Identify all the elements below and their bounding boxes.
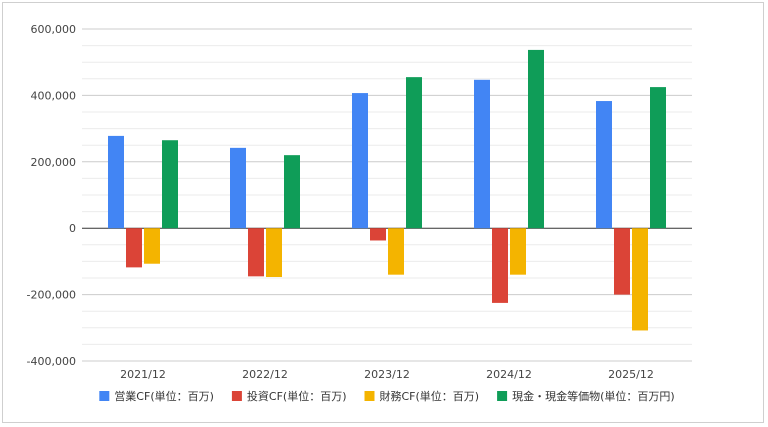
y-tick-label: -400,000 bbox=[27, 355, 76, 368]
bar-3-2024-12 bbox=[510, 228, 526, 275]
bar-2-2025-12 bbox=[614, 228, 630, 295]
x-tick-label: 2022/12 bbox=[242, 368, 288, 381]
x-tick-label: 2021/12 bbox=[120, 368, 166, 381]
bar-4-2024-12 bbox=[528, 49, 544, 229]
grid-lines bbox=[82, 28, 692, 362]
bar-4-2021-12 bbox=[162, 140, 178, 229]
bar-1-2024-12 bbox=[474, 79, 490, 229]
legend-label: 投資CF(単位：百万) bbox=[247, 389, 347, 403]
legend-item-3: 財務CF(単位：百万) bbox=[364, 389, 480, 403]
legend-label: 営業CF(単位：百万) bbox=[114, 389, 214, 403]
x-tick-label: 2024/12 bbox=[486, 368, 532, 381]
legend: 営業CF(単位：百万) 投資CF(単位：百万) 財務CF(単位：百万) 現金・現金等価… bbox=[99, 389, 675, 403]
legend-swatch bbox=[364, 391, 375, 401]
bar-3-2021-12 bbox=[144, 228, 160, 264]
bar-1-2021-12 bbox=[108, 135, 124, 229]
y-tick-label: 600,000 bbox=[31, 23, 77, 36]
bar-3-2022-12 bbox=[266, 228, 282, 278]
bar-1-2022-12 bbox=[230, 147, 246, 229]
bar-4-2023-12 bbox=[406, 77, 422, 229]
legend-swatch bbox=[99, 391, 110, 401]
x-tick-label: 2025/12 bbox=[608, 368, 654, 381]
bar-3-2025-12 bbox=[632, 228, 648, 331]
bar-4-2025-12 bbox=[650, 87, 666, 229]
bar-2-2022-12 bbox=[248, 228, 264, 277]
bar-1-2023-12 bbox=[352, 93, 368, 229]
legend-label: 財務CF(単位：百万) bbox=[380, 389, 480, 403]
legend-item-4: 現金・現金等価物(単位：百万円) bbox=[497, 389, 675, 403]
x-tick-label: 2023/12 bbox=[364, 368, 410, 381]
legend-swatch bbox=[231, 391, 242, 401]
y-tick-label: -200,000 bbox=[27, 289, 76, 302]
y-tick-label: 0 bbox=[69, 222, 76, 235]
legend-label: 現金・現金等価物(単位：百万円) bbox=[512, 389, 675, 403]
bar-3-2023-12 bbox=[388, 228, 404, 275]
bar-1-2025-12 bbox=[596, 101, 612, 229]
bar-4-2022-12 bbox=[284, 155, 300, 229]
legend-item-2: 投資CF(単位：百万) bbox=[231, 389, 347, 403]
legend-item-1: 営業CF(単位：百万) bbox=[99, 389, 214, 403]
legend-swatch bbox=[497, 391, 508, 401]
bar-2-2021-12 bbox=[126, 228, 142, 268]
y-tick-label: 200,000 bbox=[31, 156, 77, 169]
y-tick-label: 400,000 bbox=[31, 89, 77, 102]
chart-frame bbox=[2, 2, 764, 423]
bars bbox=[108, 49, 666, 331]
y-axis: 600,000 400,000 200,000 0 -200,000 -400,000 bbox=[27, 23, 76, 368]
bar-2-2023-12 bbox=[370, 228, 386, 241]
x-axis: 2021/12 2022/12 2023/12 2024/12 2025/12 bbox=[120, 368, 654, 381]
bar-2-2024-12 bbox=[492, 228, 508, 303]
